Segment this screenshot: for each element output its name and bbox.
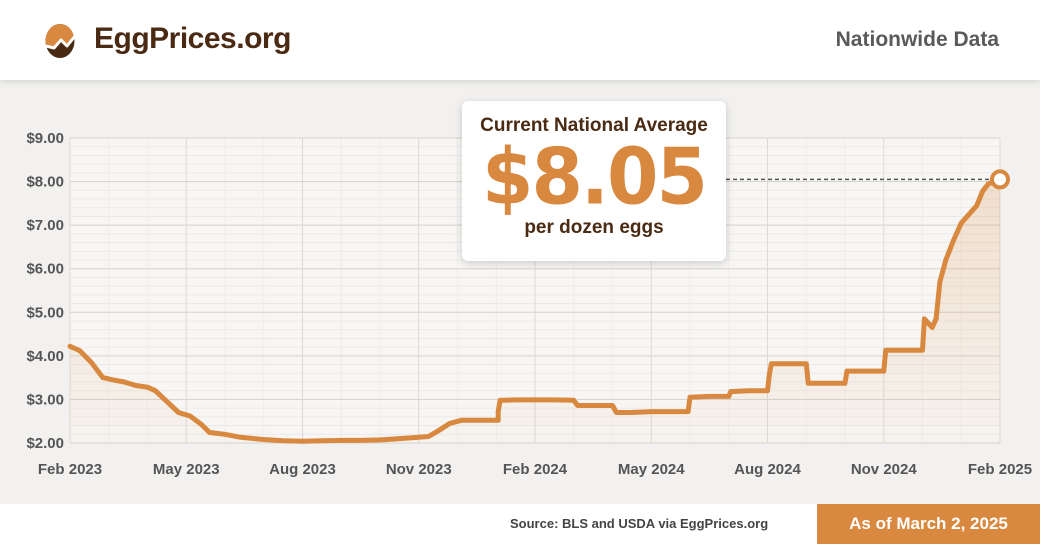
x-tick-label: Aug 2024 [734, 461, 801, 478]
price-line-chart: $2.00 $3.00 $4.00 $5.00 $6.00 $7.00 $8.00 $9.00… [26, 130, 1032, 478]
brand-name[interactable]: EggPrices.org [94, 22, 291, 55]
callout-value: $8.05 [481, 131, 708, 223]
x-tick-label: May 2023 [153, 461, 220, 478]
source-text: Source: BLS and USDA via EggPrices.org [510, 516, 769, 531]
as-of-date-badge: As of March 2, 2025 [817, 504, 1040, 544]
x-tick-label: Feb 2025 [968, 461, 1032, 478]
x-tick-label: Nov 2024 [851, 461, 918, 478]
x-tick-label: Nov 2023 [386, 461, 452, 478]
y-tick-label: $2.00 [26, 435, 64, 452]
y-axis: $2.00 $3.00 $4.00 $5.00 $6.00 $7.00 $8.00 $9.00 [26, 130, 64, 452]
current-average-callout: Current National Average $8.05 per dozen… [462, 101, 726, 261]
x-tick-label: May 2024 [618, 461, 685, 478]
y-tick-label: $4.00 [26, 348, 64, 365]
area-fill [70, 179, 1000, 443]
y-tick-label: $3.00 [26, 391, 64, 408]
y-tick-label: $7.00 [26, 217, 64, 234]
callout-subtitle: per dozen eggs [524, 217, 664, 238]
y-tick-label: $8.00 [26, 174, 64, 191]
footer: Source: BLS and USDA via EggPrices.org A… [0, 504, 1040, 544]
site-header: EggPrices.org Nationwide Data [0, 0, 1040, 80]
y-tick-label: $9.00 [26, 130, 64, 147]
y-tick-label: $6.00 [26, 261, 64, 278]
egg-chart-logo-icon[interactable] [40, 20, 80, 60]
price-series-line [67, 176, 1003, 444]
current-value-marker[interactable] [990, 169, 1010, 190]
header-subtitle: Nationwide Data [835, 28, 999, 51]
x-tick-label: Feb 2023 [38, 461, 102, 478]
x-tick-label: Feb 2024 [503, 461, 568, 478]
x-axis: Feb 2023 May 2023 Aug 2023 Nov 2023 Feb 2024… [38, 461, 1032, 478]
callout-title: Current National Average [480, 115, 708, 136]
chart-area: $2.00 $3.00 $4.00 $5.00 $6.00 $7.00 $8.00 $9.00… [0, 80, 1040, 504]
x-tick-label: Aug 2023 [269, 461, 336, 478]
y-tick-label: $5.00 [26, 304, 64, 321]
